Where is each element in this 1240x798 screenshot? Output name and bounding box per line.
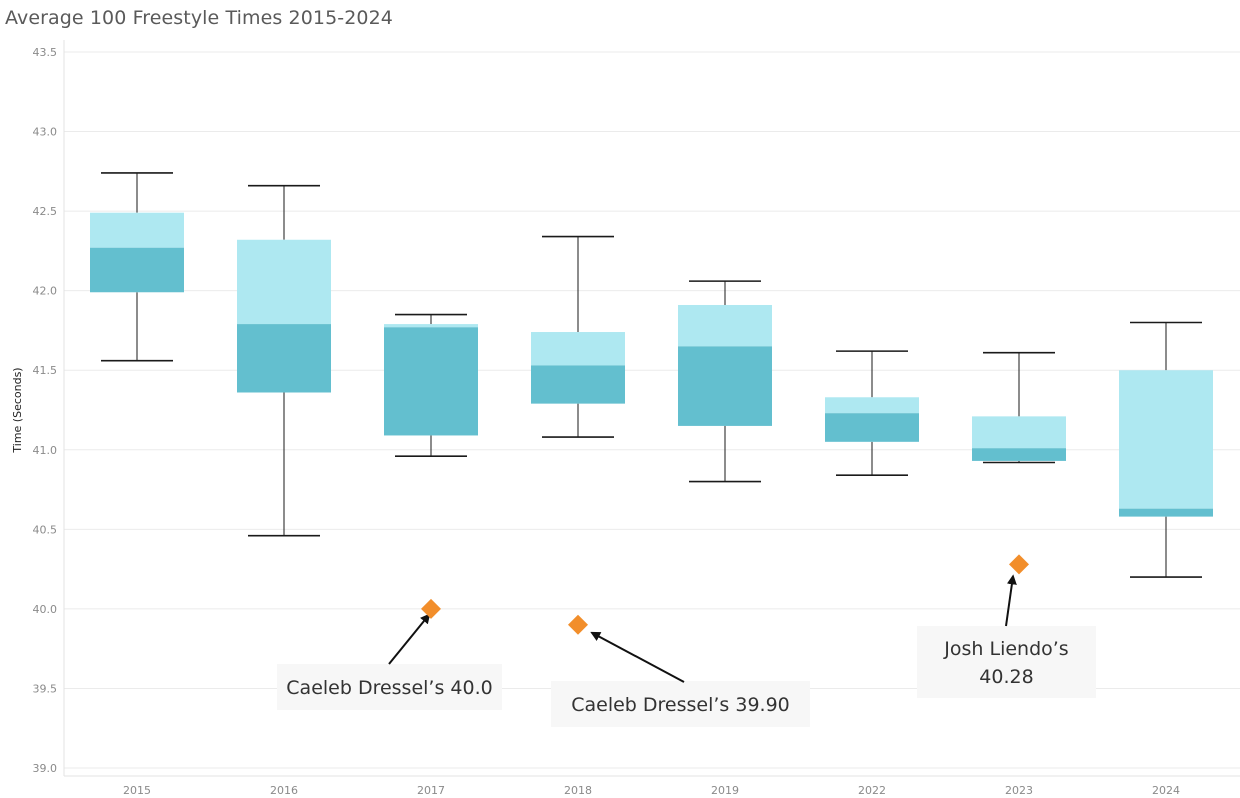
box-upper-half [384,324,478,328]
box-2018 [531,235,625,438]
annotations: Caeleb Dressel’s 40.0 Caeleb Dressel’s 39… [277,574,1096,727]
box-lower-half [90,247,184,293]
box-lower-half [678,346,772,426]
box-2022 [825,350,919,477]
box-2019 [678,280,772,483]
x-tick-label: 2015 [123,784,151,797]
highlight-point-2023 [1009,554,1029,575]
boxes [90,172,1213,578]
box-upper-half [237,239,331,325]
box-upper-half [678,304,772,347]
y-tick-label: 43.0 [33,126,58,139]
y-tick-label: 41.0 [33,444,58,457]
box-2016 [237,184,331,537]
box-2023 [972,351,1066,464]
annotation-arrow [1005,574,1017,627]
annotation-label: Caeleb Dressel’s 39.90 [571,694,790,716]
y-tick-label: 39.0 [33,762,58,775]
box-lower-half [972,448,1066,461]
x-tick-label: 2022 [858,784,886,797]
axes: 39.0 39.5 40.0 40.5 41.0 41.5 42.0 42.5 43.0 43.5… [11,40,1240,797]
box-lower-half [531,365,625,404]
box-upper-half [90,212,184,248]
box-lower-half [237,324,331,393]
x-tick-label: 2023 [1005,784,1033,797]
box-upper-half [825,397,919,414]
box-upper-half [972,416,1066,449]
box-upper-half [1119,370,1213,509]
y-tick-label: 40.0 [33,603,58,616]
annotation-label: 40.28 [979,666,1033,688]
annotation-label: Caeleb Dressel’s 40.0 [286,677,492,699]
annotation-2023: Josh Liendo’s 40.28 [917,574,1096,698]
x-tick-label: 2016 [270,784,298,797]
annotation-arrow [590,631,685,683]
y-axis-title: Time (Seconds) [11,367,24,453]
x-tick-label: 2024 [1152,784,1180,797]
highlight-point-2017 [421,598,441,619]
x-tick-label: 2019 [711,784,739,797]
box-lower-half [1119,508,1213,517]
annotation-arrow [388,613,431,665]
annotation-box [551,681,810,727]
box-2015 [90,172,184,362]
y-tick-label: 43.5 [33,46,58,59]
box-lower-half [384,327,478,436]
y-tick-label: 42.5 [33,205,58,218]
x-tick-label: 2018 [564,784,592,797]
box-upper-half [531,332,625,366]
box-2017 [384,313,478,457]
annotation-box [277,664,502,710]
y-tick-label: 39.5 [33,682,58,695]
annotation-box [917,626,1096,698]
annotation-2017: Caeleb Dressel’s 40.0 [277,613,502,710]
y-tick-label: 42.0 [33,285,58,298]
chart-title: Average 100 Freestyle Times 2015-2024 [5,7,393,29]
annotation-label: Josh Liendo’s [943,638,1068,660]
annotation-2018: Caeleb Dressel’s 39.90 [551,631,810,727]
y-tick-label: 41.5 [33,364,58,377]
highlight-points [421,554,1029,635]
highlight-point-2018 [568,614,588,635]
grid-lines [64,51,1240,769]
box-2024 [1119,321,1213,578]
box-lower-half [825,413,919,442]
x-tick-label: 2017 [417,784,445,797]
y-tick-label: 40.5 [33,523,58,536]
